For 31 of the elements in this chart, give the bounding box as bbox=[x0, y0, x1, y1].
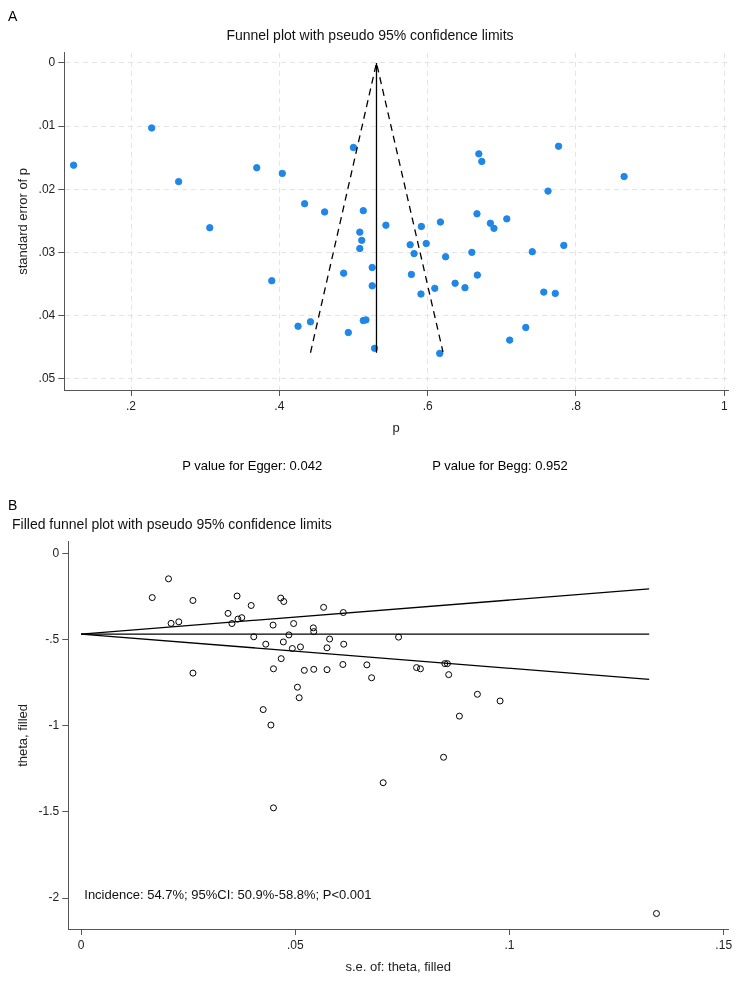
y-tick-label: -2 bbox=[48, 890, 60, 905]
x-tick-label: 1 bbox=[720, 398, 728, 413]
chart-title: Funnel plot with pseudo 95% confidence limits bbox=[226, 27, 514, 44]
y-tick-label: 0 bbox=[48, 55, 56, 70]
y-tick-label: .04 bbox=[38, 307, 56, 322]
y-tick-label: -1 bbox=[48, 718, 60, 733]
x-tick-label: .4 bbox=[274, 398, 285, 413]
x-tick-label: .1 bbox=[504, 937, 515, 952]
y-tick-label: .05 bbox=[38, 370, 56, 385]
x-axis-title: s.e. of: theta, filled bbox=[345, 958, 451, 974]
x-tick-label: .05 bbox=[286, 937, 304, 952]
text: P value for Begg: 0.952 bbox=[432, 458, 568, 473]
y-axis-title: standard error of p bbox=[15, 167, 31, 275]
y-axis-title: theta, filled bbox=[15, 703, 31, 767]
text: A bbox=[8, 8, 19, 24]
x-tick-label: .6 bbox=[422, 398, 433, 413]
y-tick-label: -1.5 bbox=[38, 804, 60, 819]
chart-title: Filled funnel plot with pseudo 95% confidence limits bbox=[12, 516, 332, 533]
x-tick-label: 0 bbox=[77, 937, 85, 952]
text: P value for Egger: 0.042 bbox=[182, 458, 323, 473]
text: B bbox=[8, 497, 19, 513]
y-tick-label: .02 bbox=[38, 181, 56, 196]
y-tick-label: 0 bbox=[52, 546, 60, 561]
x-tick-label: .2 bbox=[126, 398, 137, 413]
x-tick-label: .15 bbox=[715, 937, 733, 952]
y-tick-label: .01 bbox=[38, 118, 56, 133]
y-tick-label: .03 bbox=[38, 244, 56, 259]
x-axis-title: p bbox=[392, 419, 400, 435]
y-tick-label: -.5 bbox=[45, 632, 60, 647]
x-tick-label: .8 bbox=[570, 398, 582, 413]
annotation: Incidence: 54.7%; 95%CI: 50.9%-58.8%; P<0.001 bbox=[84, 887, 372, 902]
